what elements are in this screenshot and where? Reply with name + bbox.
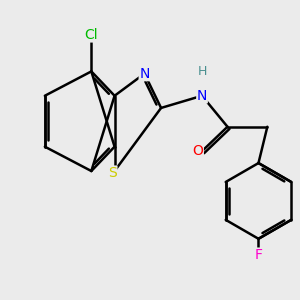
Text: O: O	[192, 144, 203, 158]
Text: N: N	[197, 89, 207, 103]
Text: N: N	[139, 67, 150, 81]
Text: F: F	[254, 248, 262, 262]
Text: S: S	[108, 166, 117, 180]
Text: Cl: Cl	[85, 28, 98, 42]
Text: H: H	[197, 65, 207, 78]
